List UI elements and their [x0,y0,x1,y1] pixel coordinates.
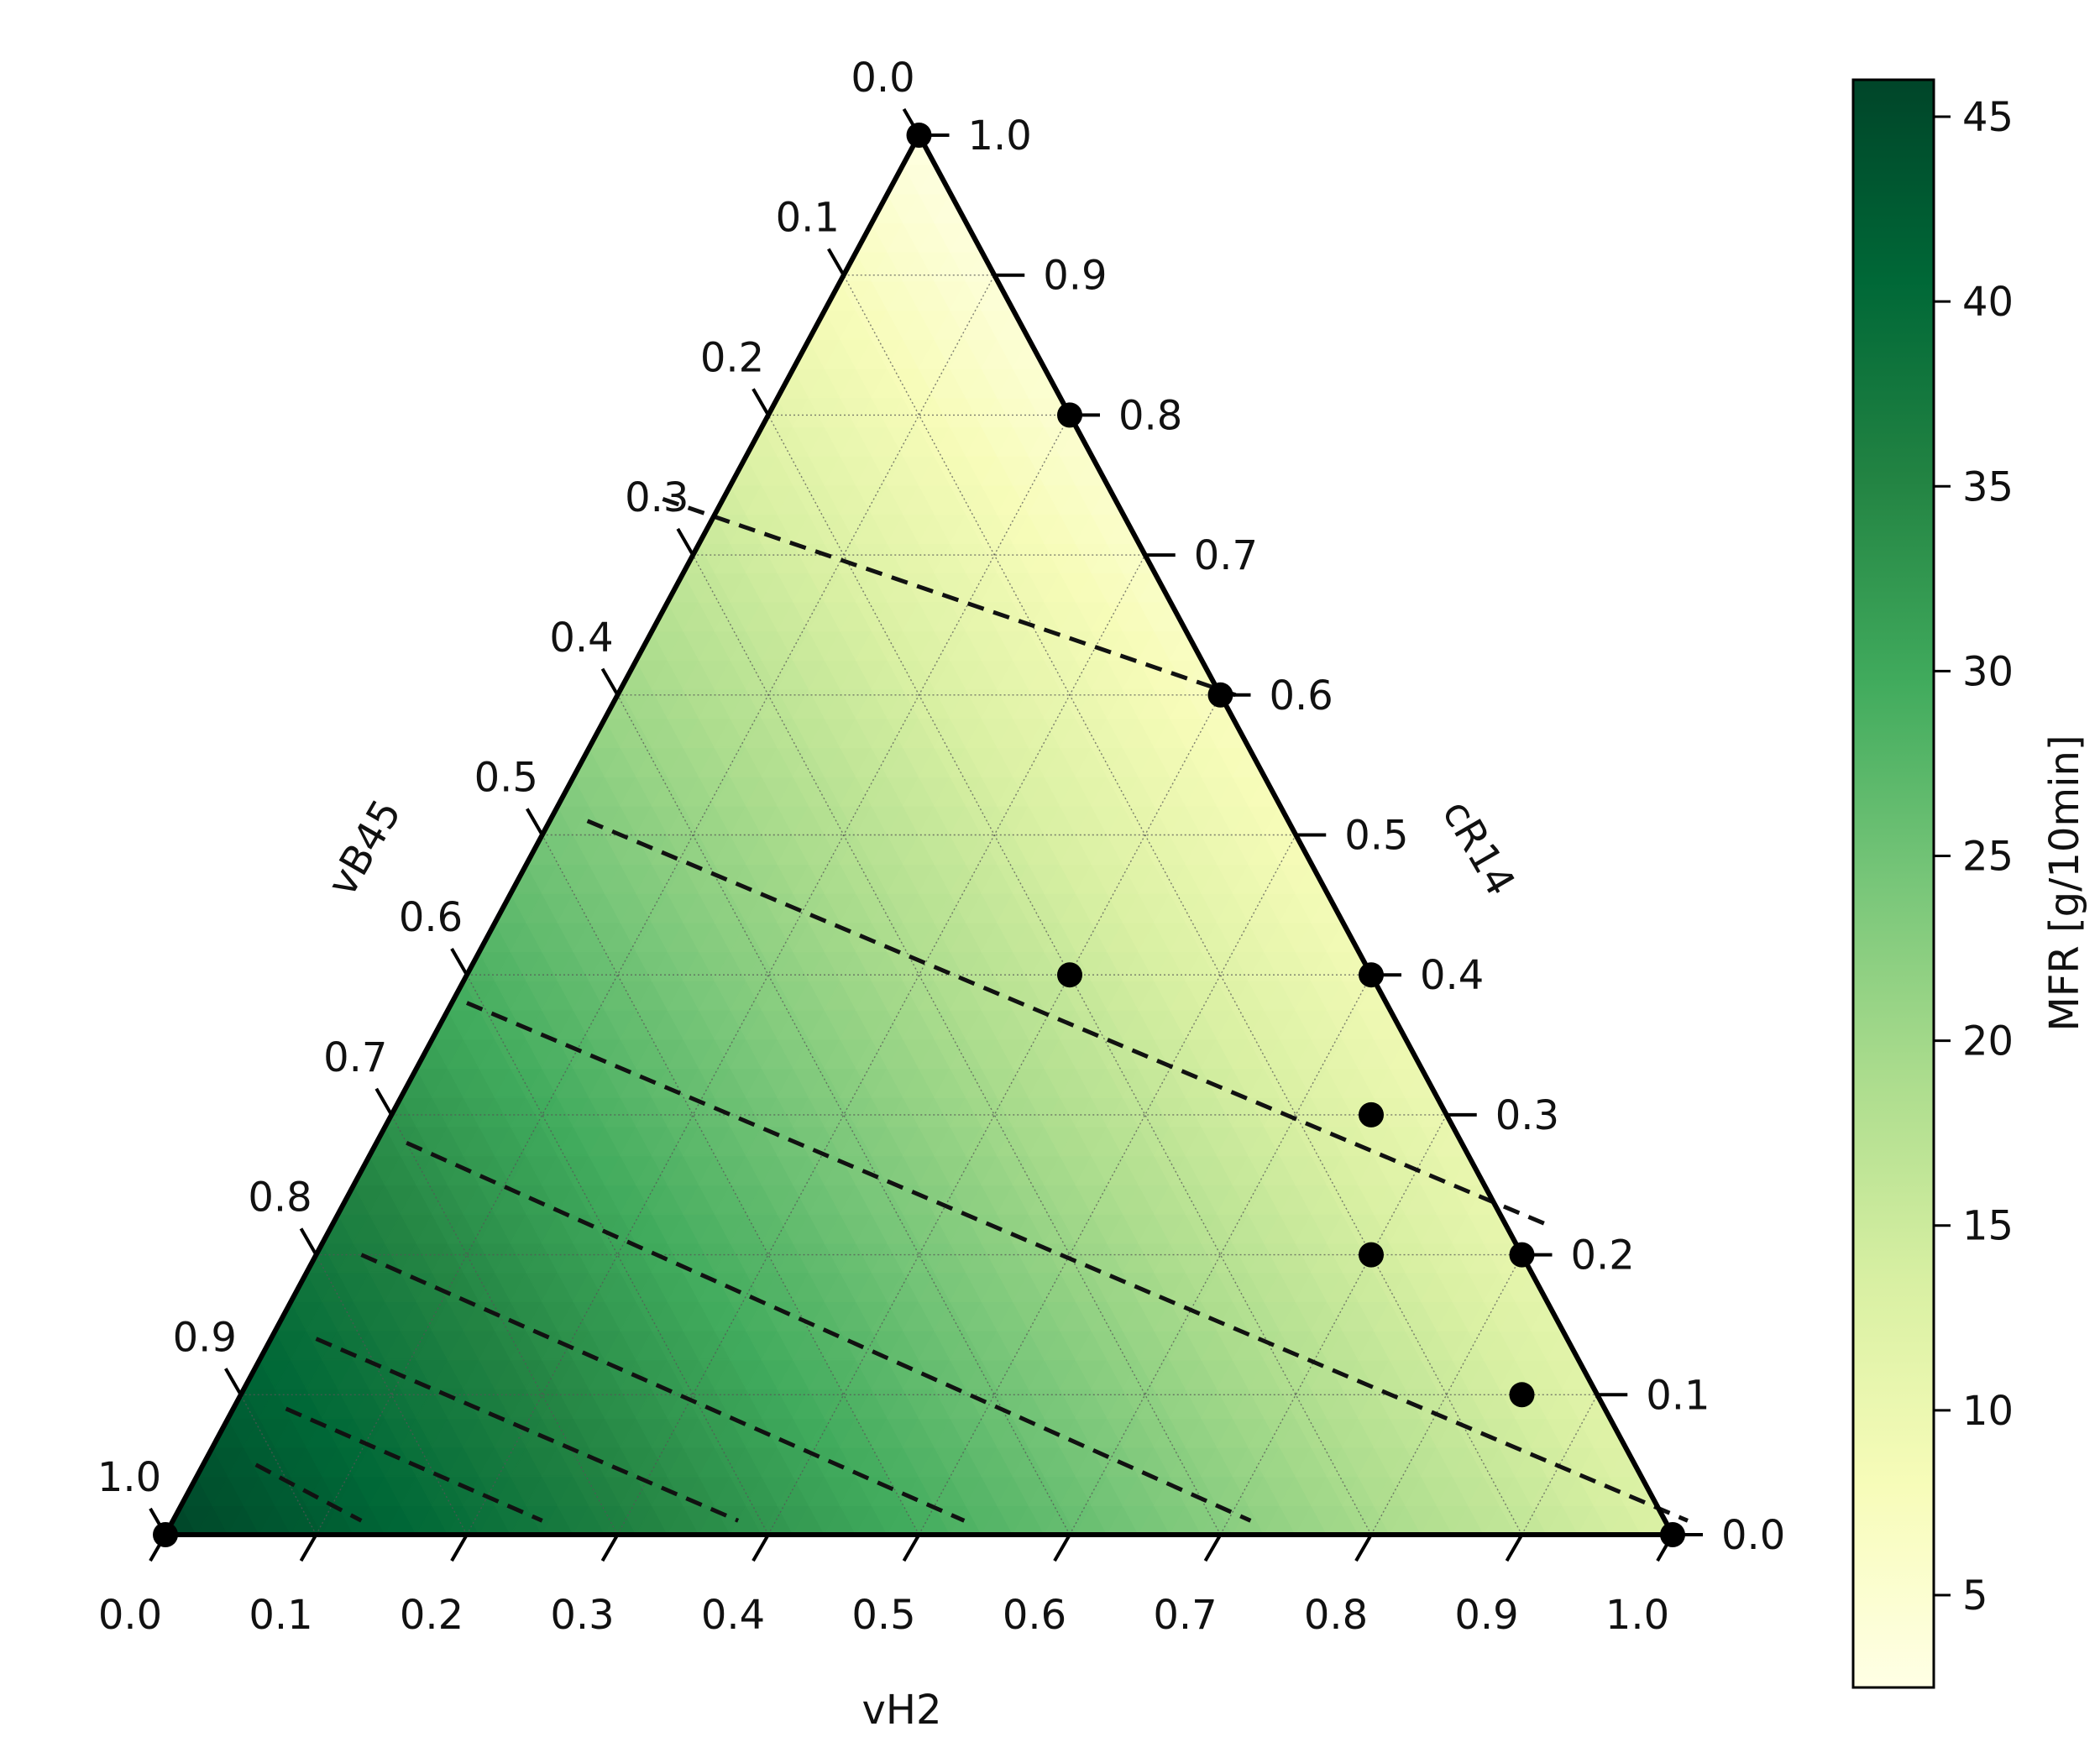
data-point [906,123,932,148]
left-tick-label: 0.3 [625,474,689,521]
right-tick-label: 0.5 [1344,813,1408,860]
bottom-tick [299,1533,318,1562]
left-tick-label: 1.0 [97,1454,161,1501]
colorbar-tick-label: 45 [1962,94,2014,141]
right-tick-label: 0.6 [1270,672,1333,719]
data-point [1509,1382,1535,1408]
left-tick [676,527,694,557]
bottom-tick [1505,1533,1524,1562]
right-tick-label: 0.3 [1495,1092,1559,1139]
colorbar-tick-label: 10 [1962,1388,2014,1435]
left-tick [450,948,469,976]
data-point [1359,1242,1384,1268]
left-tick [751,388,770,416]
left-tick-label: 0.4 [549,615,613,662]
left-tick [224,1368,243,1396]
colorbar-ticks: 5 10 15 20 25 30 35 40 45 [1934,94,2014,1619]
bottom-tick-label: 0.5 [851,1592,915,1639]
right-tick-label: 0.1 [1646,1372,1710,1419]
right-tick-label: 0.2 [1571,1232,1635,1279]
data-point [1660,1522,1685,1547]
data-point [1359,1101,1384,1128]
bottom-tick-label: 0.2 [400,1592,463,1639]
bottom-tick-label: 0.6 [1003,1592,1066,1639]
colorbar-bar [1851,78,1935,1689]
bottom-tick-label: 0.1 [249,1592,312,1639]
left-tick [827,248,846,276]
colorbar-tick-label: 5 [1962,1572,1988,1619]
bottom-tick-label: 0.0 [98,1592,162,1639]
colorbar-tick-label: 30 [1962,648,2014,695]
left-tick [374,1087,393,1116]
bottom-tick [600,1533,620,1562]
bottom-tick [450,1533,469,1562]
data-point [1509,1242,1535,1268]
right-tick-label: 0.9 [1043,253,1107,300]
left-tick-label: 0.5 [474,755,538,802]
left-tick-label: 0.6 [399,894,463,941]
left-tick-label: 0.0 [851,55,914,102]
bottom-tick [902,1533,921,1562]
left-tick [526,808,544,836]
bottom-tick-label: 0.3 [550,1592,614,1639]
right-tick-label: 0.0 [1721,1512,1785,1559]
colorbar-tick-label: 25 [1962,833,2014,880]
data-point [1207,682,1233,708]
colorbar-tick-label: 20 [1962,1018,2014,1065]
data-point [1057,402,1082,428]
data-point [153,1522,178,1547]
right-tick-label: 0.7 [1194,532,1258,579]
bottom-tick [751,1533,770,1562]
left-axis-label: vB45 [318,792,411,904]
colorbar-tick-label: 40 [1962,279,2014,326]
bottom-tick [1203,1533,1223,1562]
left-tick [600,667,620,696]
colorbar: 5 10 15 20 25 30 35 40 45 MFR [g/10min] [1851,78,2088,1689]
bottom-tick-label: 0.7 [1153,1592,1217,1639]
colorbar-tick-label: 35 [1962,463,2014,510]
right-axis-label: cR14 [1432,793,1524,904]
left-tick [299,1227,318,1256]
bottom-tick-label: 0.8 [1304,1592,1368,1639]
data-point [1057,962,1082,988]
bottom-tick-label: 0.4 [701,1592,765,1639]
right-tick-label: 0.8 [1118,392,1182,439]
bottom-tick [1053,1533,1071,1562]
bottom-axis-label: vH2 [861,1687,941,1734]
right-tick-label: 0.4 [1420,952,1484,999]
data-point [1359,962,1384,988]
left-tick-label: 0.2 [700,334,764,381]
left-tick-label: 0.1 [776,195,840,242]
left-tick-label: 0.9 [173,1314,237,1361]
left-tick-label: 0.7 [323,1034,387,1081]
right-tick-label: 1.0 [968,112,1032,160]
colorbar-label: MFR [g/10min] [2041,735,2088,1031]
bottom-tick-label: 0.9 [1454,1592,1518,1639]
left-tick-label: 0.8 [248,1175,312,1222]
bottom-tick [1354,1533,1373,1562]
colorbar-tick-label: 15 [1962,1203,2014,1250]
mfr-color-field [165,135,1673,1535]
bottom-tick-label: 1.0 [1605,1592,1669,1639]
